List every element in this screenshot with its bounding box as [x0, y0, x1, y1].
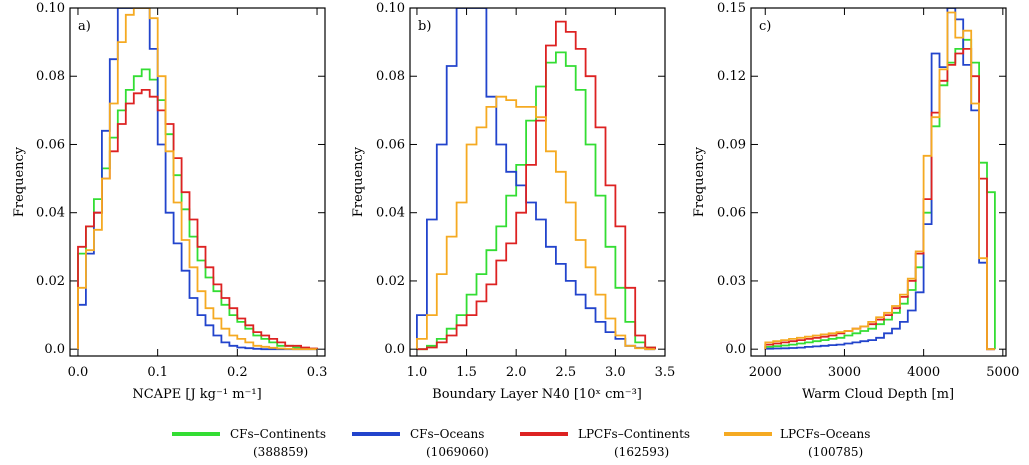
plot-area-b — [416, 8, 656, 351]
legend-item: CFs–Oceans (1069060) — [352, 427, 489, 459]
x-tick-label: 1.5 — [456, 365, 477, 380]
x-tick-label: 2.0 — [506, 365, 527, 380]
x-tick-label: 2000 — [749, 365, 782, 380]
y-tick-label: 0.0 — [384, 342, 405, 357]
series-line — [77, 89, 318, 350]
x-ticks-b: 1.0 1.5 2.0 2.5 3.0 3.5 — [407, 8, 676, 380]
y-tick-label: 0.02 — [376, 274, 405, 289]
y-tick-label: 0.04 — [376, 206, 405, 221]
x-tick-label: 2.5 — [555, 365, 576, 380]
x-axis-label-c: Warm Cloud Depth [m] — [802, 387, 954, 402]
series-line — [416, 8, 656, 351]
panel-b: b) 1.0 1.5 2.0 2.5 3.0 3.5 0.00.020.040.060.0… — [351, 1, 675, 402]
x-tick-label: 3000 — [828, 365, 861, 380]
y-axis-label-a: Frequency — [12, 146, 27, 217]
x-tick-label: 0.1 — [147, 365, 168, 380]
legend-name: CFs–Oceans — [410, 427, 484, 441]
y-tick-label: 0.03 — [717, 274, 746, 289]
plot-frame-b — [409, 7, 666, 357]
series-line — [764, 8, 995, 351]
y-tick-label: 0.06 — [717, 206, 746, 221]
y-axis-label-c: Frequency — [692, 146, 707, 217]
y-axis-label-b: Frequency — [351, 146, 366, 217]
y-tick-label: 0.08 — [376, 69, 405, 84]
y-tick-label: 0.06 — [376, 137, 405, 152]
legend-count: (388859) — [253, 445, 308, 459]
y-tick-label: 0.0 — [725, 342, 746, 357]
x-tick-label: 1.0 — [407, 365, 428, 380]
legend-name: CFs–Continents — [230, 427, 326, 441]
plot-area-a — [77, 8, 318, 351]
y-ticks-b: 0.0 0.02 0.04 0.06 0.08 0.10 — [376, 1, 665, 357]
y-tick-label: 0.10 — [36, 1, 65, 16]
legend-name: LPCFs–Oceans — [780, 427, 870, 441]
y-ticks-a: 0.0 0.02 0.04 0.06 0.08 0.10 — [36, 1, 325, 357]
x-ticks-a: 0.0 0.1 0.2 0.3 — [68, 8, 328, 380]
y-tick-label: 0.09 — [717, 137, 746, 152]
series-line — [416, 20, 656, 351]
legend-count: (1069060) — [426, 445, 489, 459]
series-line — [77, 8, 317, 351]
x-tick-label: 4000 — [907, 365, 940, 380]
y-tick-label: 0.08 — [36, 69, 65, 84]
plot-area-c — [764, 8, 996, 351]
y-tick-label: 0.02 — [36, 274, 65, 289]
series-line — [764, 38, 996, 350]
y-tick-label: 0.15 — [717, 1, 746, 16]
x-axis-label-a: NCAPE [J kg⁻¹ m⁻¹] — [132, 387, 261, 402]
y-tick-label: 0.12 — [717, 69, 746, 84]
series-line — [77, 8, 317, 351]
legend-item: CFs–Continents (388859) — [172, 427, 326, 459]
y-tick-label: 0.04 — [36, 206, 65, 221]
legend-count: (100785) — [808, 445, 863, 459]
legend: CFs–Continents (388859) CFs–Oceans (1069… — [172, 427, 870, 459]
panel-label-c: c) — [759, 19, 771, 34]
x-tick-label: 3.0 — [605, 365, 626, 380]
series-line — [416, 51, 656, 351]
legend-name: LPCFs–Continents — [578, 427, 690, 441]
y-tick-label: 0.06 — [36, 137, 65, 152]
panel-label-a: a) — [78, 19, 91, 34]
series-line — [416, 95, 656, 351]
x-tick-label: 0.3 — [307, 365, 328, 380]
y-tick-label: 0.0 — [44, 342, 65, 357]
x-tick-label: 0.0 — [68, 365, 89, 380]
legend-count: (162593) — [614, 445, 669, 459]
panel-a: a) 0.0 0.1 0.2 0.3 0.00.020.040.060.080.10 … — [12, 1, 327, 402]
legend-item: LPCFs–Continents (162593) — [520, 427, 690, 459]
series-line — [764, 48, 995, 351]
x-axis-label-b: Boundary Layer N40 [10ˣ cm⁻³] — [432, 387, 642, 402]
plot-frame-c — [750, 7, 1007, 357]
x-tick-label: 3.5 — [655, 365, 676, 380]
series-line — [764, 11, 995, 351]
y-ticks-c: 0.0 0.03 0.06 0.09 0.12 0.15 — [717, 1, 1006, 357]
panel-c: c) 2000 3000 4000 5000 0.00.030.060.090.120… — [692, 1, 1019, 402]
panel-label-b: b) — [418, 19, 431, 34]
y-tick-label: 0.10 — [376, 1, 405, 16]
x-ticks-c: 2000 3000 4000 5000 — [749, 8, 1019, 380]
x-tick-label: 5000 — [986, 365, 1019, 380]
x-tick-label: 0.2 — [227, 365, 248, 380]
plot-frame-a — [69, 7, 326, 357]
legend-item: LPCFs–Oceans (100785) — [724, 427, 870, 459]
